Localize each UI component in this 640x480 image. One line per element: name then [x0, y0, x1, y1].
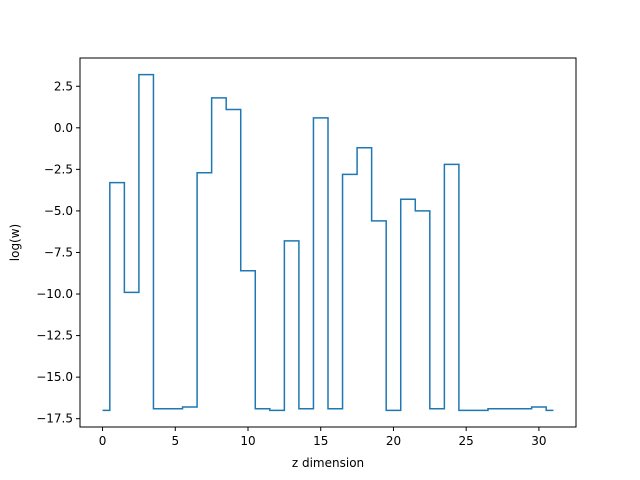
y-tick-label: −15.0 — [36, 370, 73, 384]
x-tick-label: 10 — [240, 434, 255, 448]
x-tick-label: 20 — [386, 434, 401, 448]
y-tick-label: −2.5 — [44, 162, 73, 176]
y-tick-label: −12.5 — [36, 329, 73, 343]
y-tick-label: −5.0 — [44, 204, 73, 218]
x-tick-label: 25 — [459, 434, 474, 448]
axes-frame — [79, 57, 577, 428]
x-tick-label: 15 — [313, 434, 328, 448]
y-axis-label: log(w) — [8, 224, 22, 261]
x-tick-label: 0 — [99, 434, 107, 448]
y-tick-label: −10.0 — [36, 287, 73, 301]
y-tick-label: −7.5 — [44, 245, 73, 259]
y-tick-label: 0.0 — [54, 121, 73, 135]
y-axis: 2.5 0.0 −2.5 −5.0 −7.5 −10.0 −12.5 −15.0 −17.5 — [36, 79, 80, 426]
y-tick-label: 2.5 — [54, 79, 73, 93]
series-line-0 — [102, 73, 554, 412]
x-tick-label: 5 — [171, 434, 179, 448]
x-tick-label: 30 — [531, 434, 546, 448]
y-tick-label: −17.5 — [36, 412, 73, 426]
x-axis-label: z dimension — [292, 456, 364, 470]
plot-area — [102, 73, 554, 412]
x-axis: 0 5 10 15 20 25 30 — [99, 427, 547, 448]
